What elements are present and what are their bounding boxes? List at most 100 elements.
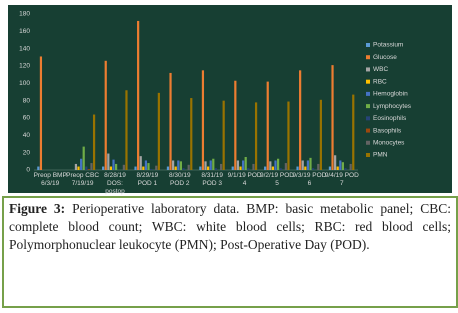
y-tick-label: 20 — [23, 149, 31, 156]
x-tick-label: Preop BMP 6/3/19 — [33, 172, 67, 187]
bar — [277, 158, 280, 170]
y-tick-label: 40 — [23, 132, 31, 139]
legend-swatch — [366, 104, 370, 109]
chart-svg: 0 20 40 60 80 100 120 140 160 180 Potassium Glucose… — [19, 11, 412, 174]
bar — [80, 158, 83, 170]
bar — [85, 166, 88, 170]
bar — [244, 157, 247, 170]
bar — [204, 161, 207, 170]
bar — [125, 90, 128, 170]
bar — [306, 160, 310, 170]
chart: 0 20 40 60 80 100 120 140 160 180 Potassium Glucose… — [8, 5, 452, 195]
legend-swatch — [366, 140, 370, 145]
legend-label: RBC — [373, 78, 387, 85]
y-tick-label: 80 — [23, 97, 31, 104]
bar — [212, 158, 215, 170]
legend-swatch — [366, 55, 370, 60]
x-tick-label: 8/30/19 POD 2 — [168, 172, 191, 187]
bar — [231, 166, 234, 170]
bar — [172, 160, 175, 170]
bar — [134, 166, 137, 170]
bar — [157, 92, 160, 170]
legend-label: WBC — [373, 66, 388, 73]
bar — [177, 160, 180, 170]
bar — [115, 163, 118, 170]
legend-swatch — [366, 67, 370, 72]
bar — [74, 163, 78, 170]
bar — [331, 65, 334, 170]
bar — [104, 60, 107, 170]
x-tick-label: 8/31/19 POD 3 — [201, 172, 224, 187]
legend-label: Hemoglobin — [373, 91, 408, 98]
legend-label: Lymphocytes — [373, 103, 412, 110]
bar — [166, 166, 170, 170]
bar — [149, 169, 153, 170]
figure-caption: Figure 3: Perioperative laboratory data.… — [2, 196, 458, 308]
bar — [92, 114, 96, 170]
bar — [274, 160, 277, 170]
bar — [144, 160, 148, 170]
bar — [352, 94, 355, 170]
bar — [137, 20, 140, 170]
y-tick-label: 0 — [26, 167, 30, 174]
bar — [179, 161, 183, 170]
bar — [344, 168, 347, 170]
bar — [222, 100, 225, 170]
bar — [301, 160, 304, 170]
bar — [269, 161, 272, 170]
bar — [317, 163, 320, 170]
bar — [271, 166, 275, 170]
y-tick-label: 60 — [23, 115, 31, 122]
y-tick-label: 120 — [19, 63, 30, 70]
bar — [254, 102, 258, 170]
legend-label: Monocytes — [373, 139, 405, 146]
y-tick-label: 140 — [19, 45, 30, 52]
bar — [214, 168, 217, 170]
bar — [90, 163, 93, 170]
bar — [109, 166, 113, 170]
bar — [349, 163, 352, 170]
x-tick-label: Preop CBC 7/19/19 — [66, 172, 100, 187]
legend-label: Basophils — [373, 127, 402, 134]
bar — [319, 99, 322, 170]
x-tick-label: 8/28/19 DOS: postop — [104, 172, 126, 195]
bar — [247, 168, 250, 170]
bar — [102, 166, 105, 170]
bar — [122, 164, 125, 170]
bar — [299, 70, 302, 170]
bar — [311, 168, 315, 170]
bar — [328, 166, 332, 170]
legend-label: Potassium — [373, 42, 403, 49]
x-tick-label: 9/2/19 POD 5 — [260, 172, 294, 187]
legend-swatch — [366, 153, 370, 157]
bar — [107, 153, 110, 170]
bar — [304, 166, 307, 170]
x-tick-label: 9/3/19 POD 6 — [292, 172, 327, 187]
bar — [169, 72, 172, 170]
y-tick-label: 160 — [19, 28, 30, 35]
legend-swatch — [366, 116, 370, 121]
caption-label: Figure 3: — [9, 201, 66, 216]
bar — [296, 166, 299, 170]
bar — [147, 163, 150, 170]
legend-label: PMN — [373, 152, 388, 159]
bar — [209, 160, 212, 170]
bar — [77, 166, 80, 170]
bar — [234, 80, 237, 170]
bar — [236, 160, 240, 170]
bar — [287, 101, 290, 170]
bar — [334, 155, 337, 170]
bar — [174, 166, 177, 170]
legend-swatch — [366, 79, 370, 84]
y-tick-label: 100 — [19, 80, 30, 87]
bar — [87, 169, 90, 170]
bar — [279, 168, 282, 170]
bar — [39, 56, 43, 170]
bar — [266, 81, 269, 170]
bar — [339, 160, 342, 170]
caption-text: Perioperative laboratory data. BMP: basi… — [9, 201, 452, 252]
bar — [182, 168, 185, 170]
bar — [207, 166, 210, 170]
bar — [201, 70, 205, 170]
bar — [219, 163, 223, 170]
